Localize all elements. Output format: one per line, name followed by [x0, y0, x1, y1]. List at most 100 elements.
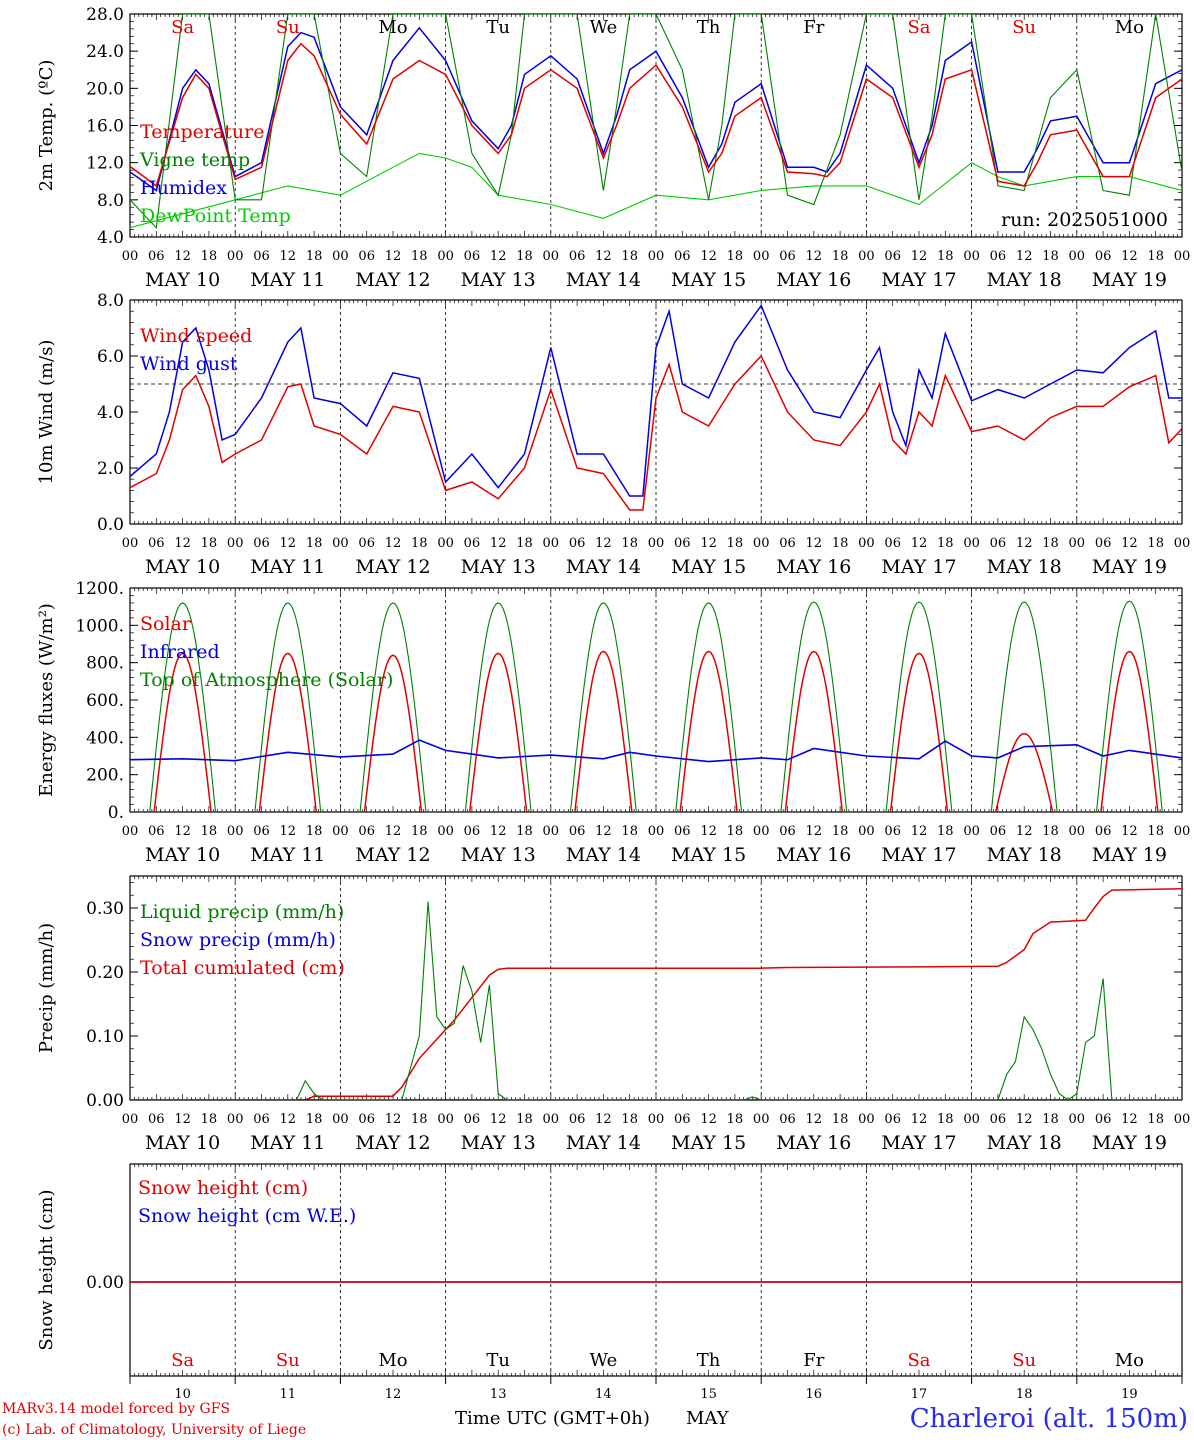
legend-entry: Wind speed — [140, 325, 252, 347]
day-number-label: 13 — [490, 1387, 507, 1402]
hour-tick-label: 12 — [806, 824, 823, 839]
hour-tick-label: 06 — [569, 536, 586, 551]
weekday-label: Sa — [171, 1350, 194, 1371]
hour-tick-label: 00 — [963, 1112, 980, 1127]
hour-tick-label: 12 — [1016, 824, 1033, 839]
legend-entry: Solar — [140, 613, 192, 635]
hour-tick-label: 18 — [832, 1112, 849, 1127]
legend-entry: Snow height (cm) — [138, 1177, 308, 1199]
day-label: MAY 13 — [461, 1132, 536, 1154]
run-label: run: 2025051000 — [1001, 209, 1168, 231]
hour-tick-label: 00 — [858, 536, 875, 551]
hour-tick-label: 06 — [464, 249, 481, 264]
hour-tick-label: 00 — [227, 536, 244, 551]
hour-tick-label: 12 — [385, 249, 402, 264]
weekday-label: Mo — [378, 17, 407, 38]
hour-tick-label: 12 — [174, 249, 191, 264]
hour-tick-label: 06 — [464, 824, 481, 839]
legend-entry: Temperature — [140, 121, 264, 143]
hour-tick-label: 12 — [911, 249, 928, 264]
hour-tick-label: 00 — [227, 249, 244, 264]
hour-tick-label: 12 — [806, 249, 823, 264]
hour-tick-label: 18 — [201, 1112, 218, 1127]
hour-tick-label: 00 — [332, 536, 349, 551]
hour-tick-label: 18 — [411, 249, 428, 264]
hour-tick-label: 12 — [595, 1112, 612, 1127]
panels-layer: 4.0 8.0 12.0 16.0 20.0 24.0 28.0 2m Temp. (ºC) 0… — [36, 5, 1190, 1402]
hour-tick-label: 06 — [253, 824, 270, 839]
hour-tick-label: 12 — [490, 536, 507, 551]
hour-tick-label: 18 — [411, 536, 428, 551]
weekday-label: Tu — [486, 17, 510, 38]
hour-tick-label: 12 — [806, 536, 823, 551]
hour-tick-label: 18 — [1042, 249, 1059, 264]
day-label: MAY 19 — [1092, 269, 1167, 291]
hour-tick-label: 06 — [1095, 824, 1112, 839]
hour-tick-label: 12 — [490, 824, 507, 839]
weekday-label: Su — [1012, 17, 1036, 38]
hour-tick-label: 00 — [543, 536, 560, 551]
hour-tick-label: 18 — [832, 249, 849, 264]
hour-tick-label: 18 — [306, 536, 323, 551]
y-tick-label: 16.0 — [86, 117, 124, 137]
legend-entry: Total cumulated (cm) — [140, 957, 345, 979]
day-label: MAY 12 — [355, 269, 430, 291]
y-tick-label: 20.0 — [86, 79, 124, 99]
day-number-label: 18 — [1016, 1387, 1033, 1402]
day-number-label: 12 — [385, 1387, 402, 1402]
panel-precip: 0.00 0.10 0.20 0.30 Precip (mm/h) 00 06 12 18 MAY… — [36, 875, 1190, 1154]
day-label: MAY 18 — [987, 1132, 1062, 1154]
hour-tick-label: 18 — [306, 249, 323, 264]
hour-tick-label: 00 — [753, 249, 770, 264]
y-tick-label: 2.0 — [97, 459, 124, 479]
day-label: MAY 12 — [355, 844, 430, 866]
weekday-label: Su — [276, 1350, 300, 1371]
hour-tick-label: 18 — [201, 824, 218, 839]
y-tick-label: 200. — [86, 766, 124, 786]
hour-tick-label: 00 — [753, 536, 770, 551]
hour-tick-label: 18 — [727, 1112, 744, 1127]
hour-tick-label: 06 — [779, 824, 796, 839]
panel-wind: 0.0 2.0 4.0 6.0 8.0 10m Wind (m/s) 00 06 12 18 MAY… — [36, 291, 1190, 578]
hour-tick-label: 12 — [700, 249, 717, 264]
hour-tick-label: 18 — [1147, 1112, 1164, 1127]
day-label: MAY 14 — [566, 556, 641, 578]
hour-tick-label: 18 — [621, 824, 638, 839]
weekday-label: We — [590, 1350, 618, 1371]
hour-tick-label: 06 — [253, 249, 270, 264]
hour-tick-label: 18 — [937, 249, 954, 264]
hour-tick-label: 06 — [148, 536, 165, 551]
day-number-label: 19 — [1121, 1387, 1138, 1402]
series-group — [130, 888, 1182, 1100]
y-tick-label: 400. — [86, 728, 124, 748]
hour-tick-label: 00 — [437, 1112, 454, 1127]
hour-tick-label: 06 — [674, 1112, 691, 1127]
y-tick-label: 0.10 — [86, 1027, 124, 1047]
day-label: MAY 14 — [566, 1132, 641, 1154]
day-label: MAY 11 — [250, 556, 325, 578]
hour-tick-label: 06 — [1095, 536, 1112, 551]
hour-tick-label: 12 — [280, 824, 297, 839]
hour-tick-label: 06 — [990, 824, 1007, 839]
day-label: MAY 15 — [671, 1132, 746, 1154]
day-label: MAY 16 — [776, 556, 851, 578]
series-line-wind-speed — [130, 354, 1182, 511]
panel-energy: 0. 200. 400. 600. 800. 1000. 1200. Energy fluxe… — [36, 579, 1190, 866]
day-label: MAY 16 — [776, 1132, 851, 1154]
hour-tick-label: 12 — [1121, 536, 1138, 551]
hour-tick-label: 12 — [595, 249, 612, 264]
station-label: Charleroi (alt. 150m) — [910, 1404, 1188, 1434]
series-line-infrared — [130, 739, 1182, 763]
hour-tick-label: 18 — [516, 249, 533, 264]
y-axis-label: Energy fluxes (W/m²) — [36, 603, 57, 797]
weekday-label: Sa — [907, 1350, 930, 1371]
hour-tick-label: 12 — [385, 824, 402, 839]
hour-tick-label: 06 — [1095, 249, 1112, 264]
hour-tick-label: 18 — [832, 536, 849, 551]
weekday-label: Sa — [171, 17, 194, 38]
hour-tick-label: 18 — [832, 824, 849, 839]
hour-tick-label: 00 — [437, 824, 454, 839]
series-group — [130, 14, 1182, 229]
day-label: MAY 13 — [461, 844, 536, 866]
footer-model-line: MARv3.14 model forced by GFS — [2, 1401, 230, 1417]
